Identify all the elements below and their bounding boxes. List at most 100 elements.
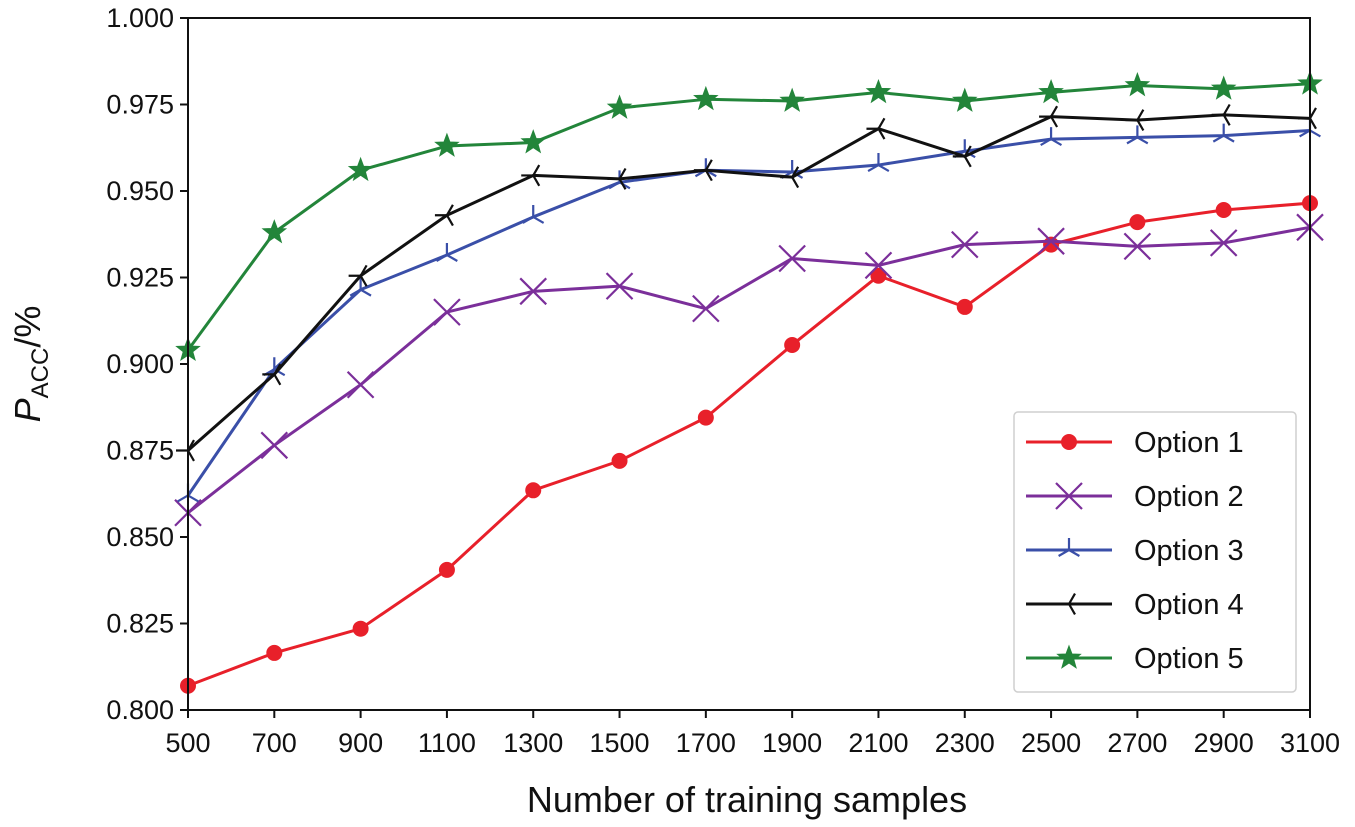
legend-swatch-marker (1058, 538, 1080, 557)
data-point-series-5 (1124, 72, 1151, 97)
data-point-series-2 (950, 230, 979, 259)
y-tick-label: 0.875 (106, 436, 174, 466)
series-line-3 (186, 128, 1311, 497)
data-point-series-5 (865, 78, 892, 104)
data-point-series-5 (1038, 78, 1064, 104)
series-2 (174, 213, 1324, 527)
data-point-series-5 (434, 132, 460, 157)
data-point-series-4 (1125, 109, 1145, 132)
legend-entry-3: Option 3 (1026, 535, 1244, 567)
data-point-series-1 (352, 620, 369, 637)
data-point-series-5 (951, 87, 978, 112)
data-point-series-3 (1126, 125, 1149, 145)
data-point-series-2 (346, 370, 375, 399)
data-point-series-1 (266, 644, 283, 661)
data-point-series-5 (261, 219, 288, 244)
data-point-series-2 (260, 431, 289, 460)
data-point-series-2 (778, 244, 806, 273)
legend: Option 1 Option 2 Option 3 Option 4 Option 5 (1013, 411, 1297, 693)
data-point-series-1 (611, 452, 628, 469)
x-tick-label: 900 (338, 728, 383, 758)
data-point-series-2 (1123, 232, 1152, 261)
x-tick-label: 2100 (848, 728, 908, 758)
legend-label: Option 5 (1134, 643, 1244, 675)
y-tick-label: 0.800 (106, 695, 174, 725)
data-point-series-5 (347, 156, 374, 182)
data-point-series-4 (607, 167, 627, 190)
data-point-series-1 (438, 561, 455, 578)
data-point-series-1 (1215, 202, 1232, 219)
x-tick-label: 2500 (1021, 728, 1081, 758)
data-point-series-4 (434, 204, 454, 227)
y-tick-label: 0.900 (106, 349, 174, 379)
legend-swatch-marker (1057, 593, 1076, 615)
x-tick-label: 500 (165, 728, 210, 758)
legend-label: Option 2 (1134, 481, 1244, 513)
y-axis-title-main: P (7, 398, 48, 422)
data-point-series-2 (692, 294, 720, 323)
x-tick-label: 700 (252, 728, 297, 758)
y-tick-label: 0.975 (106, 90, 174, 120)
series-line-4 (187, 113, 1311, 452)
series-line-2 (187, 225, 1311, 514)
data-point-series-4 (1039, 105, 1059, 128)
data-point-series-1 (525, 482, 542, 499)
data-point-series-4 (1298, 107, 1317, 130)
data-point-series-4 (780, 166, 800, 189)
data-point-series-5 (693, 85, 719, 111)
series-line-1 (187, 201, 1311, 688)
x-tick-label: 1700 (676, 728, 736, 758)
y-tick-label: 0.950 (106, 176, 174, 206)
data-point-series-4 (262, 363, 282, 386)
x-tick-label: 2300 (935, 728, 995, 758)
legend-entry-5: Option 5 (1026, 643, 1244, 675)
x-tick-label: 2900 (1194, 728, 1254, 758)
data-point-series-4 (866, 117, 886, 140)
data-point-series-3 (435, 243, 458, 262)
data-point-series-3 (1040, 127, 1063, 147)
data-point-series-3 (694, 158, 717, 178)
series-line-5 (186, 82, 1311, 352)
x-tick-label: 3100 (1280, 728, 1340, 758)
x-tick-label: 2700 (1107, 728, 1167, 758)
series-5 (175, 70, 1323, 362)
x-tick-label: 1900 (762, 728, 822, 758)
y-axis-title-sub: ACC (27, 348, 54, 399)
x-tick-label: 1100 (418, 728, 476, 758)
data-point-series-5 (520, 129, 547, 154)
data-point-series-5 (606, 94, 633, 119)
data-point-series-3 (349, 277, 372, 297)
data-point-series-2 (864, 251, 893, 280)
data-point-series-1 (1129, 214, 1146, 231)
legend-entry-2: Option 2 (1026, 481, 1244, 513)
data-point-series-4 (348, 264, 368, 287)
legend-label: Option 1 (1134, 427, 1244, 459)
legend-entry-4: Option 4 (1026, 589, 1244, 621)
y-tick-label: 0.925 (106, 263, 174, 293)
data-point-series-2 (519, 277, 548, 306)
series-4 (176, 103, 1317, 462)
y-tick-label: 0.825 (106, 609, 174, 639)
x-axis-title: Number of training samples (527, 779, 967, 820)
legend-label: Option 4 (1134, 589, 1244, 621)
y-tick-label: 1.000 (106, 3, 174, 33)
data-point-series-1 (870, 267, 887, 284)
data-point-series-4 (952, 145, 972, 168)
legend-box (1013, 411, 1297, 693)
series-1 (180, 195, 1318, 694)
data-point-series-3 (1212, 123, 1235, 143)
data-point-series-2 (1037, 227, 1065, 255)
data-point-series-1 (697, 409, 714, 426)
data-point-series-1 (1043, 236, 1060, 253)
data-point-series-2 (433, 298, 461, 326)
y-axis-title-suffix: /% (7, 306, 48, 348)
tick-labels: 0.800 0.825 0.850 0.875 0.900 0.925 0.950 0.975… (106, 3, 1340, 758)
y-axis-title: PACC/% (7, 306, 54, 423)
data-point-series-4 (693, 159, 713, 182)
data-point-series-2 (1209, 229, 1238, 257)
data-point-series-1 (784, 336, 801, 353)
series-layer (174, 70, 1324, 694)
legend-entry-1: Option 1 (1026, 427, 1244, 459)
data-point-series-4 (1211, 103, 1231, 126)
